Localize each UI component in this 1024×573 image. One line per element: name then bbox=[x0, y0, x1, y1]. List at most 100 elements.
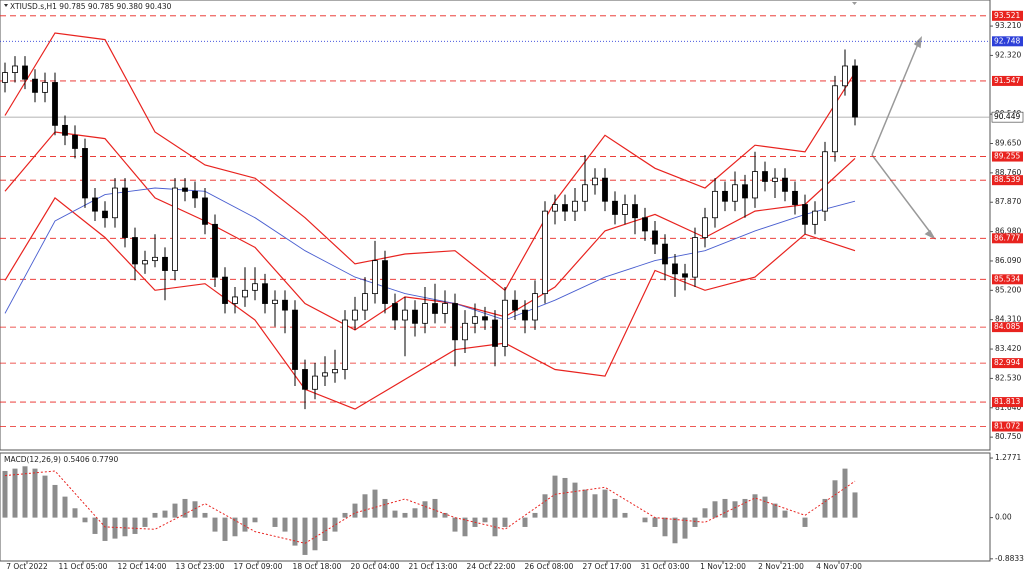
macd-bar bbox=[52, 484, 58, 518]
candle-body bbox=[762, 171, 768, 182]
macd-bar bbox=[82, 517, 88, 523]
x-tick-label: 20 Oct 04:00 bbox=[351, 562, 400, 571]
macd-signal bbox=[4, 470, 856, 544]
candle-body bbox=[672, 263, 678, 275]
macd-title: MACD(12,26,9) 0.5406 0.7790 bbox=[4, 455, 118, 464]
level-label-box bbox=[992, 322, 1023, 333]
candle-body bbox=[722, 190, 728, 202]
candle-body bbox=[212, 223, 218, 278]
macd-bar bbox=[312, 517, 318, 551]
macd-bar bbox=[732, 501, 738, 518]
candle-body bbox=[52, 82, 58, 126]
macd-bar bbox=[802, 517, 808, 527]
macd-bar bbox=[272, 517, 278, 527]
macd-bar bbox=[782, 510, 788, 518]
y-tick-label: -0.8833 bbox=[995, 554, 1024, 563]
level-label: 86.777 bbox=[994, 233, 1020, 242]
macd-bar bbox=[532, 512, 538, 518]
x-tick-label: 17 Oct 09:00 bbox=[234, 562, 283, 571]
x-tick-label: 1 Nov 12:00 bbox=[700, 562, 746, 571]
macd-bar bbox=[662, 517, 668, 537]
x-tick-label: 12 Oct 14:00 bbox=[118, 562, 167, 571]
macd-bar bbox=[42, 475, 48, 518]
macd-bar bbox=[112, 517, 118, 539]
macd-bar bbox=[222, 517, 228, 541]
candle-body bbox=[622, 204, 628, 215]
x-tick-label: 21 Oct 13:00 bbox=[409, 562, 458, 571]
level-label: 85.534 bbox=[994, 274, 1020, 283]
macd-bar bbox=[92, 517, 98, 534]
level-label: 81.813 bbox=[994, 397, 1020, 406]
candle-body bbox=[682, 273, 688, 278]
macd-bar bbox=[622, 512, 628, 518]
candle-body bbox=[792, 190, 798, 205]
x-tick-label: 7 Oct 2022 bbox=[6, 562, 48, 571]
candle-body bbox=[692, 237, 698, 278]
y-tick-label: 92.320 bbox=[995, 50, 1021, 59]
moving-average bbox=[4, 187, 856, 321]
candle-body bbox=[192, 190, 198, 199]
macd-bar bbox=[762, 496, 768, 518]
macd-bar bbox=[422, 501, 428, 518]
chart-title: XTIUSD.s,H1 90.785 90.785 90.380 90.430 bbox=[10, 2, 172, 11]
y-tick-label: 87.870 bbox=[995, 197, 1021, 206]
macd-bar bbox=[572, 482, 578, 518]
candle-body bbox=[502, 299, 508, 347]
candle-body bbox=[712, 190, 718, 219]
candle-body bbox=[832, 85, 838, 153]
x-tick-label: 24 Oct 22:00 bbox=[467, 562, 516, 571]
candle-body bbox=[512, 299, 518, 311]
candle-body bbox=[652, 230, 658, 245]
macd-bar bbox=[502, 517, 508, 527]
macd-bar bbox=[122, 517, 128, 537]
macd-bar bbox=[102, 517, 108, 541]
candle-body bbox=[12, 65, 18, 73]
macd-bar bbox=[62, 496, 68, 518]
y-tick-label: 89.650 bbox=[995, 139, 1021, 148]
macd-bar bbox=[372, 489, 378, 518]
candle-body bbox=[702, 217, 708, 238]
candle-body bbox=[542, 210, 548, 295]
candle-body bbox=[472, 316, 478, 324]
candle-body bbox=[582, 184, 588, 202]
macd-bar bbox=[32, 468, 38, 518]
candle-body bbox=[282, 299, 288, 311]
level-label: 91.547 bbox=[994, 76, 1020, 85]
candle-body bbox=[642, 217, 648, 232]
level-label: 93.521 bbox=[994, 11, 1020, 20]
candle-body bbox=[312, 375, 318, 390]
candle-body bbox=[382, 260, 388, 304]
macd-bar bbox=[542, 494, 548, 518]
level-label-box bbox=[992, 36, 1023, 47]
macd-bar bbox=[772, 503, 778, 518]
macd-bar bbox=[682, 517, 688, 539]
candle-body bbox=[142, 260, 148, 265]
x-tick-label: 26 Oct 08:00 bbox=[525, 562, 574, 571]
candle-body bbox=[252, 283, 258, 291]
bollinger-lower bbox=[4, 197, 856, 410]
candle-body bbox=[372, 260, 378, 295]
macd-bar bbox=[592, 494, 598, 518]
x-tick-label: 31 Oct 03:00 bbox=[641, 562, 690, 571]
y-tick-label: 0.00 bbox=[995, 513, 1012, 522]
candle-body bbox=[302, 369, 308, 390]
candle-body bbox=[232, 296, 238, 304]
macd-bar bbox=[132, 517, 138, 534]
candle-body bbox=[42, 82, 48, 93]
macd-bar bbox=[212, 517, 218, 532]
macd-bar bbox=[352, 503, 358, 518]
macd-bar bbox=[442, 512, 448, 518]
y-tick-label: 81.640 bbox=[995, 403, 1021, 412]
level-label-box bbox=[992, 75, 1023, 86]
candle-body bbox=[402, 309, 408, 321]
candle-body bbox=[612, 200, 618, 215]
price-panel bbox=[0, 0, 991, 451]
macd-bar bbox=[402, 512, 408, 518]
candle-body bbox=[572, 200, 578, 212]
macd-bar bbox=[242, 517, 248, 532]
macd-bar bbox=[852, 492, 858, 518]
macd-bar bbox=[292, 517, 298, 546]
candle-body bbox=[782, 177, 788, 192]
level-label-box bbox=[992, 421, 1023, 432]
macd-bar bbox=[332, 517, 338, 532]
